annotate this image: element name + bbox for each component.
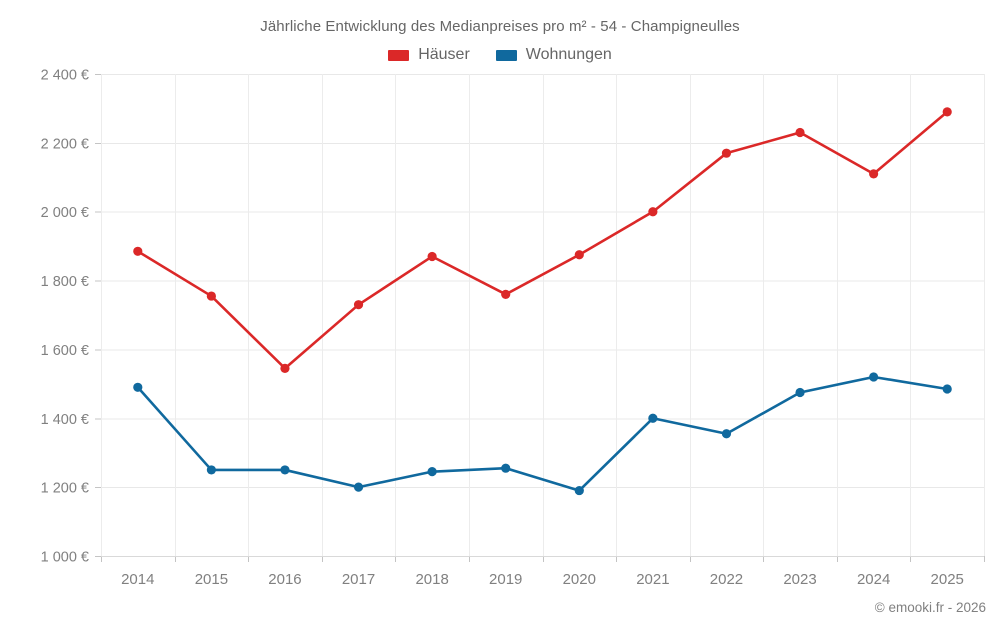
- y-axis-tick-label: 1 000 €: [41, 550, 89, 566]
- data-point-häuser-2021[interactable]: [648, 207, 658, 217]
- x-axis-tick-label: 2018: [415, 571, 448, 588]
- y-axis-tick-label: 2 000 €: [41, 205, 89, 221]
- data-point-häuser-2019[interactable]: [501, 289, 511, 299]
- legend-swatch-wohnungen: [495, 49, 517, 61]
- legend-label-haeuser: Häuser: [418, 46, 470, 63]
- x-axis-tick-label: 2025: [931, 571, 964, 588]
- x-axis-tick-label: 2019: [489, 571, 522, 588]
- x-axis-tick-label: 2016: [268, 571, 301, 588]
- series-line-wohnungen: [136, 375, 949, 492]
- data-point-wohnungen-2017[interactable]: [353, 482, 364, 492]
- data-point-häuser-2015[interactable]: [206, 291, 216, 301]
- data-point-häuser-2018[interactable]: [427, 251, 437, 262]
- x-axis-tick-label: 2017: [342, 571, 375, 588]
- y-axis-tick-label: 2 400 €: [41, 68, 89, 84]
- chart-title: Jährliche Entwicklung des Medianpreises …: [260, 18, 740, 35]
- data-point-häuser-2014[interactable]: [133, 246, 143, 256]
- data-point-häuser-2020[interactable]: [574, 250, 584, 260]
- y-axis-tick-label: 2 200 €: [41, 136, 89, 152]
- data-point-wohnungen-2021[interactable]: [648, 413, 658, 423]
- footer-credit: © emooki.fr - 2026: [874, 600, 986, 615]
- x-axis-tick-label: 2023: [783, 571, 816, 588]
- legend-item-wohnungen[interactable]: Wohnungen: [495, 46, 612, 64]
- legend-swatch-haeuser: [388, 49, 410, 61]
- data-point-wohnungen-2022[interactable]: [721, 429, 732, 439]
- series-line-häuser: [136, 110, 949, 370]
- x-axis-tick-label: 2022: [710, 571, 743, 588]
- x-axis-tick-label: 2014: [121, 571, 154, 588]
- data-point-wohnungen-2019[interactable]: [501, 463, 511, 473]
- data-point-wohnungen-2016[interactable]: [280, 465, 290, 475]
- data-point-wohnungen-2025[interactable]: [942, 384, 952, 394]
- x-axis-tick-label: 2024: [857, 571, 890, 588]
- data-point-häuser-2022[interactable]: [721, 148, 732, 158]
- legend-label-wohnungen: Wohnungen: [525, 46, 612, 63]
- chart-legend: Häuser Wohnungen: [0, 46, 1000, 64]
- y-axis-tick-label: 1 600 €: [41, 343, 89, 359]
- data-point-wohnungen-2014[interactable]: [133, 382, 143, 392]
- data-point-häuser-2023[interactable]: [795, 127, 805, 138]
- data-point-häuser-2017[interactable]: [353, 300, 364, 310]
- y-axis-tick-label: 1 400 €: [41, 412, 89, 428]
- data-point-häuser-2024[interactable]: [869, 169, 879, 179]
- y-axis-tick-label: 1 800 €: [41, 274, 89, 290]
- y-axis-tick-label: 1 200 €: [41, 481, 89, 497]
- data-point-wohnungen-2023[interactable]: [795, 387, 805, 398]
- data-point-häuser-2025[interactable]: [942, 107, 952, 117]
- x-axis-tick-label: 2015: [195, 571, 228, 588]
- data-point-wohnungen-2018[interactable]: [427, 467, 437, 477]
- data-point-wohnungen-2020[interactable]: [574, 485, 584, 496]
- x-axis-tick-label: 2020: [563, 571, 596, 588]
- x-axis-tick-label: 2021: [636, 571, 669, 588]
- data-point-wohnungen-2015[interactable]: [206, 465, 216, 475]
- data-point-wohnungen-2024[interactable]: [869, 372, 879, 382]
- data-point-häuser-2016[interactable]: [280, 363, 290, 373]
- legend-item-haeuser[interactable]: Häuser: [388, 46, 470, 64]
